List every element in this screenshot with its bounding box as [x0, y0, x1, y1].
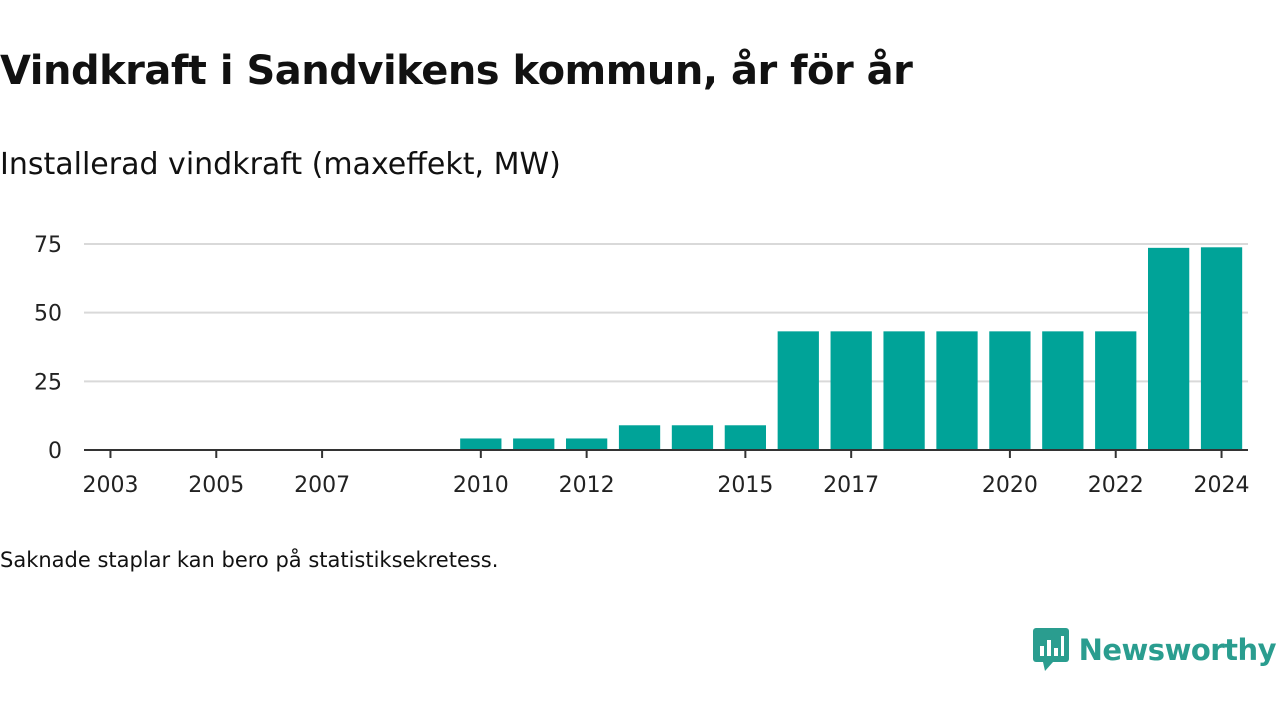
chart-title: Vindkraft i Sandvikens kommun, år för år — [0, 48, 913, 94]
bar — [1200, 247, 1243, 450]
x-tick-label: 2003 — [82, 473, 138, 498]
x-tick-label: 2020 — [982, 473, 1038, 498]
bar — [883, 331, 925, 450]
newsworthy-logo: Newsworthy — [1032, 628, 1277, 672]
bar — [1042, 331, 1084, 450]
bar — [566, 438, 608, 450]
bar — [989, 331, 1031, 450]
x-tick-label: 2022 — [1088, 473, 1144, 498]
bar — [1095, 331, 1137, 450]
x-tick-label: 2005 — [188, 473, 244, 498]
footnote: Saknade staplar kan bero på statistiksek… — [0, 548, 499, 572]
x-tick-label: 2015 — [717, 473, 773, 498]
chart-subtitle: Installerad vindkraft (maxeffekt, MW) — [0, 147, 561, 182]
x-tick-label: 2024 — [1194, 473, 1250, 498]
newsworthy-logo-icon — [1032, 628, 1069, 671]
bar — [671, 425, 714, 450]
x-tick-label: 2007 — [294, 473, 350, 498]
bar — [830, 331, 872, 450]
x-tick-label: 2012 — [559, 473, 615, 498]
bar — [1148, 247, 1190, 450]
newsworthy-logo-text: Newsworthy — [1078, 633, 1277, 667]
bar — [724, 425, 766, 450]
y-tick-label: 0 — [48, 439, 62, 464]
y-tick-label: 75 — [34, 233, 62, 258]
y-tick-label: 50 — [34, 302, 62, 327]
bar — [936, 331, 978, 450]
y-tick-label: 25 — [34, 370, 62, 395]
x-tick-label: 2010 — [453, 473, 509, 498]
bar — [777, 331, 819, 450]
bar — [460, 438, 502, 450]
x-tick-label: 2017 — [823, 473, 879, 498]
bar-chart: 0 25 50 75 2003 2005 2007 2010 2012 2015 2017 2020 2… — [34, 233, 1250, 498]
bar — [513, 438, 555, 450]
bar — [618, 425, 661, 450]
